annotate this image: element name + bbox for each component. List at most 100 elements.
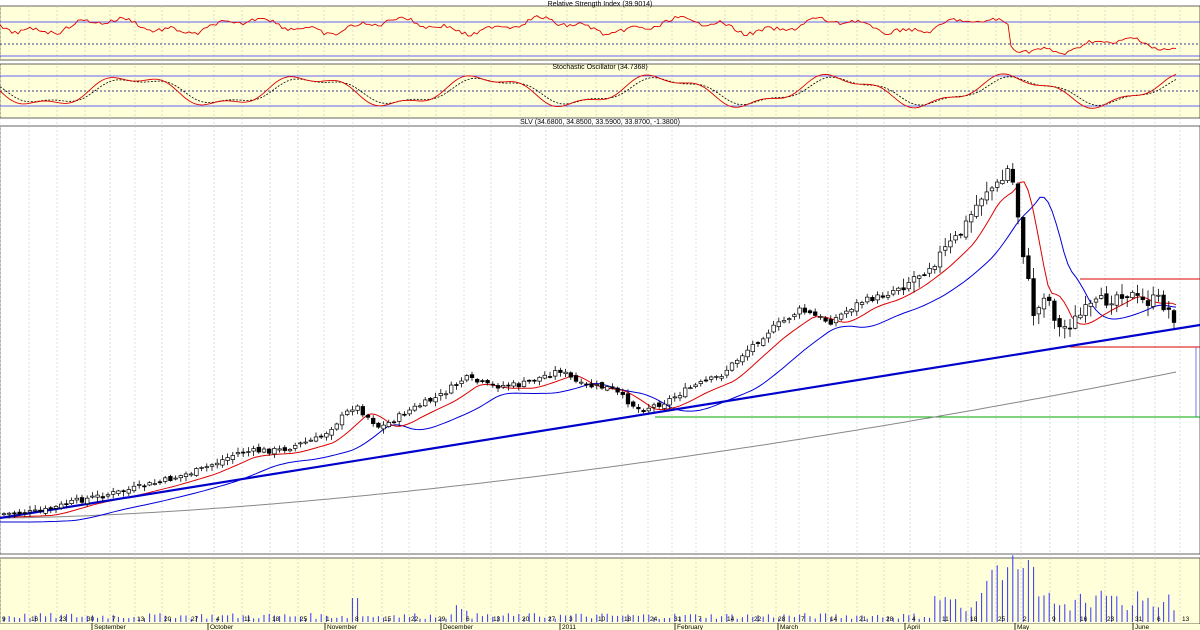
- candle: [163, 477, 168, 482]
- candle: [506, 384, 511, 387]
- candle: [386, 422, 391, 427]
- month-label: 2011: [562, 624, 576, 630]
- candle: [220, 459, 225, 466]
- price-title: SLV (34.6800, 34.8500, 33.5900, 33.8700,…: [520, 119, 680, 126]
- candle: [532, 379, 537, 382]
- candle: [1026, 255, 1031, 279]
- candle: [1005, 168, 1010, 181]
- candle: [235, 452, 241, 455]
- grid-lines: [0, 6, 1181, 624]
- x-tick-label: 30: [87, 616, 95, 623]
- x-tick-label: 7: [112, 616, 116, 623]
- candle: [282, 447, 287, 451]
- candle: [911, 276, 917, 283]
- x-tick-label: 13: [137, 616, 145, 623]
- month-label: November: [327, 624, 358, 630]
- candle: [849, 309, 854, 313]
- candle: [599, 382, 605, 389]
- volume-bars: [3, 555, 1175, 622]
- candle: [178, 475, 183, 479]
- candle: [865, 296, 870, 303]
- candle: [875, 294, 880, 301]
- candle: [142, 485, 147, 488]
- x-tick-label: 31: [1135, 616, 1143, 623]
- candle: [729, 362, 735, 371]
- candle: [906, 282, 911, 290]
- candle: [1156, 294, 1161, 297]
- candle: [183, 473, 189, 477]
- x-tick-label: 6: [466, 616, 470, 623]
- candle: [932, 266, 937, 270]
- x-tick-label: 20: [164, 616, 172, 623]
- x-tick-label: 16: [31, 616, 39, 623]
- x-tick-label: 27: [191, 616, 199, 623]
- candle: [272, 448, 277, 455]
- candle: [1083, 304, 1088, 316]
- candle: [475, 379, 480, 383]
- x-tick-label: 16: [1080, 616, 1088, 623]
- candle: [402, 413, 407, 416]
- candle: [230, 455, 235, 460]
- candle: [1130, 292, 1135, 299]
- month-label: March: [780, 624, 798, 630]
- candle: [693, 384, 698, 388]
- candle: [1031, 278, 1036, 316]
- candle: [7, 512, 12, 515]
- candle: [542, 374, 547, 379]
- candle: [719, 376, 724, 379]
- candle: [787, 318, 792, 320]
- x-tick-label: 28: [778, 616, 786, 623]
- candle: [345, 410, 350, 415]
- candle: [105, 494, 111, 497]
- ema-fast-line: [0, 181, 1177, 518]
- candle: [683, 387, 688, 398]
- x-tick-label: 13: [1182, 616, 1190, 623]
- x-tick-label: 18: [624, 616, 632, 623]
- candle: [308, 439, 313, 442]
- x-tick-label: 21: [859, 616, 867, 623]
- candle: [1099, 295, 1104, 299]
- candle: [771, 324, 776, 333]
- x-tick-label: 11: [942, 616, 949, 623]
- candle: [625, 393, 631, 405]
- candle: [563, 371, 568, 375]
- candle: [168, 476, 173, 481]
- candle: [1041, 297, 1047, 310]
- candle: [43, 507, 48, 514]
- candle: [126, 489, 131, 494]
- candle: [267, 448, 272, 454]
- candle: [407, 409, 412, 415]
- axis-strip: [0, 624, 1200, 630]
- x-tick-label: 14: [727, 616, 735, 623]
- x-tick-label: 10: [598, 616, 606, 623]
- candle: [1047, 296, 1052, 301]
- candle: [454, 384, 459, 386]
- candle: [152, 483, 157, 485]
- candle: [241, 451, 246, 454]
- x-tick-label: 4: [216, 616, 220, 623]
- candle: [672, 396, 677, 399]
- candle: [573, 375, 579, 382]
- x-tick-label: 27: [548, 616, 556, 623]
- candle: [376, 422, 381, 428]
- candle: [969, 214, 974, 223]
- candle: [449, 384, 454, 394]
- candle: [589, 383, 594, 388]
- candle: [1036, 307, 1041, 315]
- candle: [1021, 217, 1026, 258]
- candle: [1161, 294, 1166, 311]
- candle: [698, 381, 703, 384]
- candle: [558, 369, 563, 373]
- candle: [329, 429, 334, 436]
- candle: [199, 467, 204, 469]
- candle: [605, 386, 610, 391]
- candle: [209, 464, 215, 467]
- rsi-line: [0, 15, 1177, 56]
- candle: [688, 387, 693, 390]
- volume-panel: [0, 557, 1200, 625]
- month-label: October: [210, 624, 234, 630]
- candle: [334, 423, 339, 430]
- candle: [917, 275, 922, 279]
- candle: [891, 290, 896, 295]
